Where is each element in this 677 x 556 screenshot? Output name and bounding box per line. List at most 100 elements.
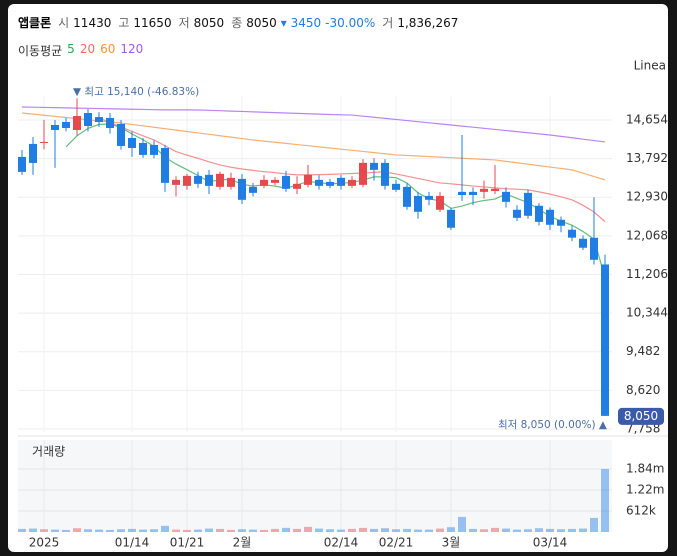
x-tick-label: 02/21 <box>379 536 414 550</box>
volume-bar <box>62 529 70 532</box>
x-tick-label: 02/14 <box>324 536 359 550</box>
candle-body <box>304 174 312 185</box>
volume-bar <box>436 528 444 532</box>
volume-bar <box>29 528 37 532</box>
volume-bar <box>260 529 268 532</box>
candle-body <box>557 219 565 226</box>
volume-bar <box>194 529 202 532</box>
volume-bar <box>513 529 521 532</box>
candle-body <box>293 183 301 189</box>
min-annotation: 최저 8,050 (0.00%) ▲ <box>498 419 608 431</box>
volume-bar <box>40 529 48 532</box>
stock-name: 앱클론 <box>18 16 52 30</box>
volume-bar <box>205 528 213 532</box>
y-tick-label: 12,068 <box>626 228 668 242</box>
ma-line <box>98 117 606 223</box>
volume-bar <box>458 516 466 532</box>
volume-bar <box>337 529 345 532</box>
volume-bar <box>304 526 312 532</box>
volume-value: 1,836,267 <box>397 16 459 30</box>
volume-bar <box>447 527 455 532</box>
volume-bar <box>183 529 191 532</box>
candle-body <box>326 181 334 186</box>
volume-bar <box>139 529 147 532</box>
last-price-label: 8,050 <box>624 409 658 423</box>
volume-bar <box>546 528 554 532</box>
quote-label: 저 <box>178 16 190 30</box>
volume-bar <box>161 525 169 532</box>
volume-bar <box>227 529 235 532</box>
volume-bar <box>95 529 103 532</box>
legend-entry: 120 <box>120 42 144 56</box>
ma-line <box>21 112 606 181</box>
candle-body <box>194 175 202 184</box>
candle-body <box>139 142 147 155</box>
candle-body <box>513 209 521 218</box>
candle-body <box>29 143 37 163</box>
scale-label: Linea <box>634 59 666 73</box>
candle-body <box>106 117 114 128</box>
candle-body <box>227 177 235 187</box>
candle-body <box>271 179 279 183</box>
x-tick-label: 03/14 <box>533 536 568 550</box>
candle-body <box>568 229 576 238</box>
candle-body <box>469 191 477 196</box>
volume-bar <box>293 528 301 532</box>
y-tick-label: 12,930 <box>626 190 668 204</box>
candle-body <box>73 116 81 131</box>
candle-body <box>436 195 444 210</box>
quote-value: 11650 <box>133 16 172 30</box>
candle-body <box>359 162 367 185</box>
x-tick-label: 2025 <box>29 536 60 550</box>
volume-bar <box>403 528 411 532</box>
volume-panel <box>18 440 612 532</box>
volume-bar <box>73 528 81 532</box>
candle-body <box>458 191 466 196</box>
candle-body <box>524 192 532 216</box>
y-tick-label: 8,620 <box>626 383 660 397</box>
candle-body <box>117 124 125 146</box>
volume-bar <box>18 528 26 532</box>
volume-bar <box>590 517 598 532</box>
volume-bar <box>84 529 92 532</box>
volume-bar <box>359 527 367 532</box>
volume-bar <box>425 529 433 532</box>
volume-bar <box>216 528 224 532</box>
y-tick-label: 9,482 <box>626 344 660 358</box>
candle-body <box>161 147 169 183</box>
volume-bar <box>106 529 114 532</box>
candle-body <box>403 186 411 207</box>
quote-label: 고 <box>118 16 130 30</box>
quote-label: 시 <box>58 16 70 30</box>
volume-bar <box>381 528 389 532</box>
volume-title: 거래량 <box>32 445 65 459</box>
candle-body <box>579 238 587 248</box>
volume-bar <box>370 528 378 532</box>
candle-body <box>480 188 488 192</box>
candle-body <box>447 209 455 228</box>
y-tick-label: 14,654 <box>626 113 668 127</box>
candle-body <box>546 209 554 225</box>
quote-value: 8050 <box>193 16 225 30</box>
candle-body <box>414 195 422 212</box>
candle-body <box>183 175 191 186</box>
candle-body <box>392 183 400 190</box>
legend-entry: 60 <box>100 42 116 56</box>
volume-bar <box>579 528 587 532</box>
x-tick-label: 01/21 <box>170 536 205 550</box>
volume-bar <box>326 529 334 532</box>
last-price-badge <box>618 407 664 425</box>
volume-bar <box>535 528 543 532</box>
candle-body <box>205 174 213 186</box>
volume-bar <box>315 528 323 532</box>
candle-body <box>348 179 356 186</box>
change-pct: -30.00% <box>325 16 376 30</box>
volume-bar <box>348 528 356 532</box>
y-tick-label: 11,206 <box>626 267 668 281</box>
legend-entry: 5 <box>67 42 75 56</box>
y-tick-label: 1.84m <box>626 461 664 475</box>
quote-value: 11430 <box>73 16 112 30</box>
y-tick-label: 13,792 <box>626 151 668 165</box>
